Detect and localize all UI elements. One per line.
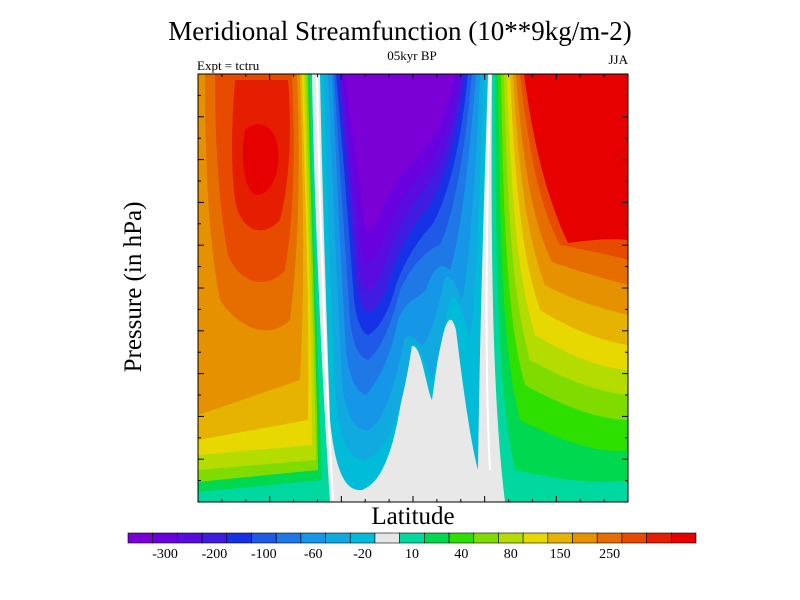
colorbar-swatch — [671, 532, 697, 544]
colorbar-swatch — [300, 532, 326, 544]
zero-contour-left — [316, 74, 334, 501]
colorbar-swatch — [424, 532, 450, 544]
central-negative-cell — [316, 74, 500, 502]
colorbar-level-label: -200 — [201, 547, 228, 562]
colorbar-swatch — [399, 532, 425, 544]
colorbar-swatch — [127, 532, 153, 544]
colorbar-level-label: 250 — [599, 547, 621, 562]
zero-contour-right — [485, 74, 491, 471]
colorbar-swatch — [621, 532, 647, 544]
colorbar-swatch — [522, 532, 549, 544]
right-band-250 — [524, 74, 628, 243]
colorbar-swatch — [646, 532, 672, 544]
colorbar-swatch — [448, 532, 475, 544]
colorbar-swatch — [374, 532, 400, 544]
period-label: 05kyr BP — [387, 48, 437, 63]
colorbar-level-label: -20 — [353, 547, 372, 562]
contour-fill-layer — [198, 74, 628, 502]
chart-title: Meridional Streamfunction (10**9kg/m-2) — [168, 16, 632, 46]
colorbar-swatch — [547, 532, 573, 544]
colorbar-swatch — [596, 532, 623, 544]
colorbar-swatch — [177, 532, 203, 544]
colorbar — [127, 532, 697, 544]
left-positive-cell — [198, 74, 330, 502]
colorbar-swatch — [201, 532, 228, 544]
colorbar-level-label: 10 — [405, 547, 419, 562]
colorbar-swatch — [152, 532, 178, 544]
colorbar-level-label: 80 — [503, 547, 518, 562]
colorbar-level-label: -60 — [303, 547, 323, 562]
colorbar-swatch — [226, 532, 252, 544]
axis-ticks — [197, 73, 629, 503]
colorbar-level-label: -100 — [250, 547, 277, 562]
colorbar-level-label: -300 — [152, 547, 178, 562]
colorbar-swatch — [275, 532, 302, 544]
right-positive-cell — [491, 74, 628, 502]
colorbar-level-label: 150 — [549, 547, 571, 562]
experiment-label: Expt = tctru — [197, 58, 260, 73]
colorbar-level-label: 40 — [454, 547, 469, 562]
colorbar-swatch — [325, 532, 351, 544]
colorbar-swatch — [498, 532, 524, 544]
x-axis-label: Latitude — [371, 503, 455, 530]
season-label: JJA — [608, 52, 628, 67]
colorbar-swatch — [473, 532, 499, 544]
colorbar-swatch — [572, 532, 598, 544]
center-band-minus300 — [345, 74, 454, 230]
left-max-core — [242, 124, 279, 195]
colorbar-swatch — [349, 532, 376, 544]
colorbar-swatch — [251, 532, 277, 544]
